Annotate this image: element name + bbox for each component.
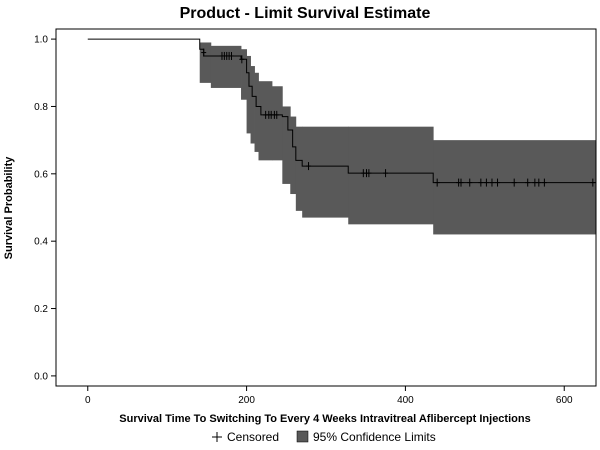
y-tick-label: 0.2 — [34, 304, 48, 315]
y-tick-label: 0.4 — [34, 237, 48, 248]
legend-label-censored: Censored — [227, 430, 279, 444]
confidence-band-segment — [199, 42, 212, 83]
confidence-band-segment — [250, 66, 255, 144]
x-tick-label: 600 — [556, 395, 573, 406]
confidence-band-segment — [258, 81, 273, 161]
x-tick-label: 400 — [397, 395, 414, 406]
confidence-band-segment — [433, 140, 597, 235]
censor-mark — [536, 178, 542, 187]
censor-mark — [458, 178, 464, 187]
y-tick-label: 1.0 — [34, 35, 48, 46]
censor-mark — [229, 51, 234, 60]
censor-mark — [383, 169, 389, 178]
confidence-band-segment — [254, 72, 259, 152]
x-tick-label: 200 — [238, 395, 255, 406]
censor-mark — [434, 178, 440, 187]
legend-item-confidence: 95% Confidence Limits — [296, 430, 436, 444]
censor-mark — [467, 178, 473, 187]
confidence-band-segment — [290, 116, 297, 195]
legend: Censored 95% Confidence Limits — [212, 430, 436, 444]
confidence-band-segment — [302, 126, 349, 218]
confidence-band-segment — [210, 45, 242, 88]
censor-mark — [201, 48, 207, 57]
censor-mark — [489, 178, 495, 187]
confidence-band-segment — [246, 55, 251, 134]
y-tick-label: 0.6 — [34, 169, 48, 180]
censor-mark — [495, 178, 501, 187]
censor-mark — [239, 55, 245, 64]
plot-area: 0 200 400 600 0.0 0.2 0.4 0.6 0.8 1.0 — [34, 28, 597, 406]
plot-frame — [55, 28, 597, 387]
censor-mark — [306, 162, 312, 171]
censor-mark — [478, 178, 484, 187]
survival-step-line — [87, 38, 596, 184]
confidence-band-segment — [241, 49, 247, 100]
y-axis-title: Survival Probability — [3, 156, 15, 260]
legend-item-censored: Censored — [212, 430, 279, 444]
confidence-band-segment — [295, 126, 303, 211]
censor-mark — [483, 178, 489, 187]
chart-title: Product - Limit Survival Estimate — [180, 5, 431, 22]
confidence-band-segment — [282, 106, 291, 184]
y-tick-label: 0.0 — [34, 371, 48, 382]
y-tick-label: 0.8 — [34, 102, 48, 113]
censor-mark — [590, 178, 596, 187]
confidence-band-segment — [348, 126, 434, 225]
x-axis-title: Survival Time To Switching To Every 4 We… — [119, 413, 530, 425]
confidence-band-segment — [272, 86, 283, 161]
censor-mark — [541, 178, 547, 187]
censor-mark — [525, 178, 531, 187]
legend-label-confidence: 95% Confidence Limits — [313, 430, 436, 444]
legend-band-swatch — [296, 430, 309, 443]
censor-mark — [511, 178, 517, 187]
censor-mark — [274, 110, 280, 119]
x-tick-label: 0 — [85, 395, 91, 406]
censor-mark — [366, 169, 372, 178]
